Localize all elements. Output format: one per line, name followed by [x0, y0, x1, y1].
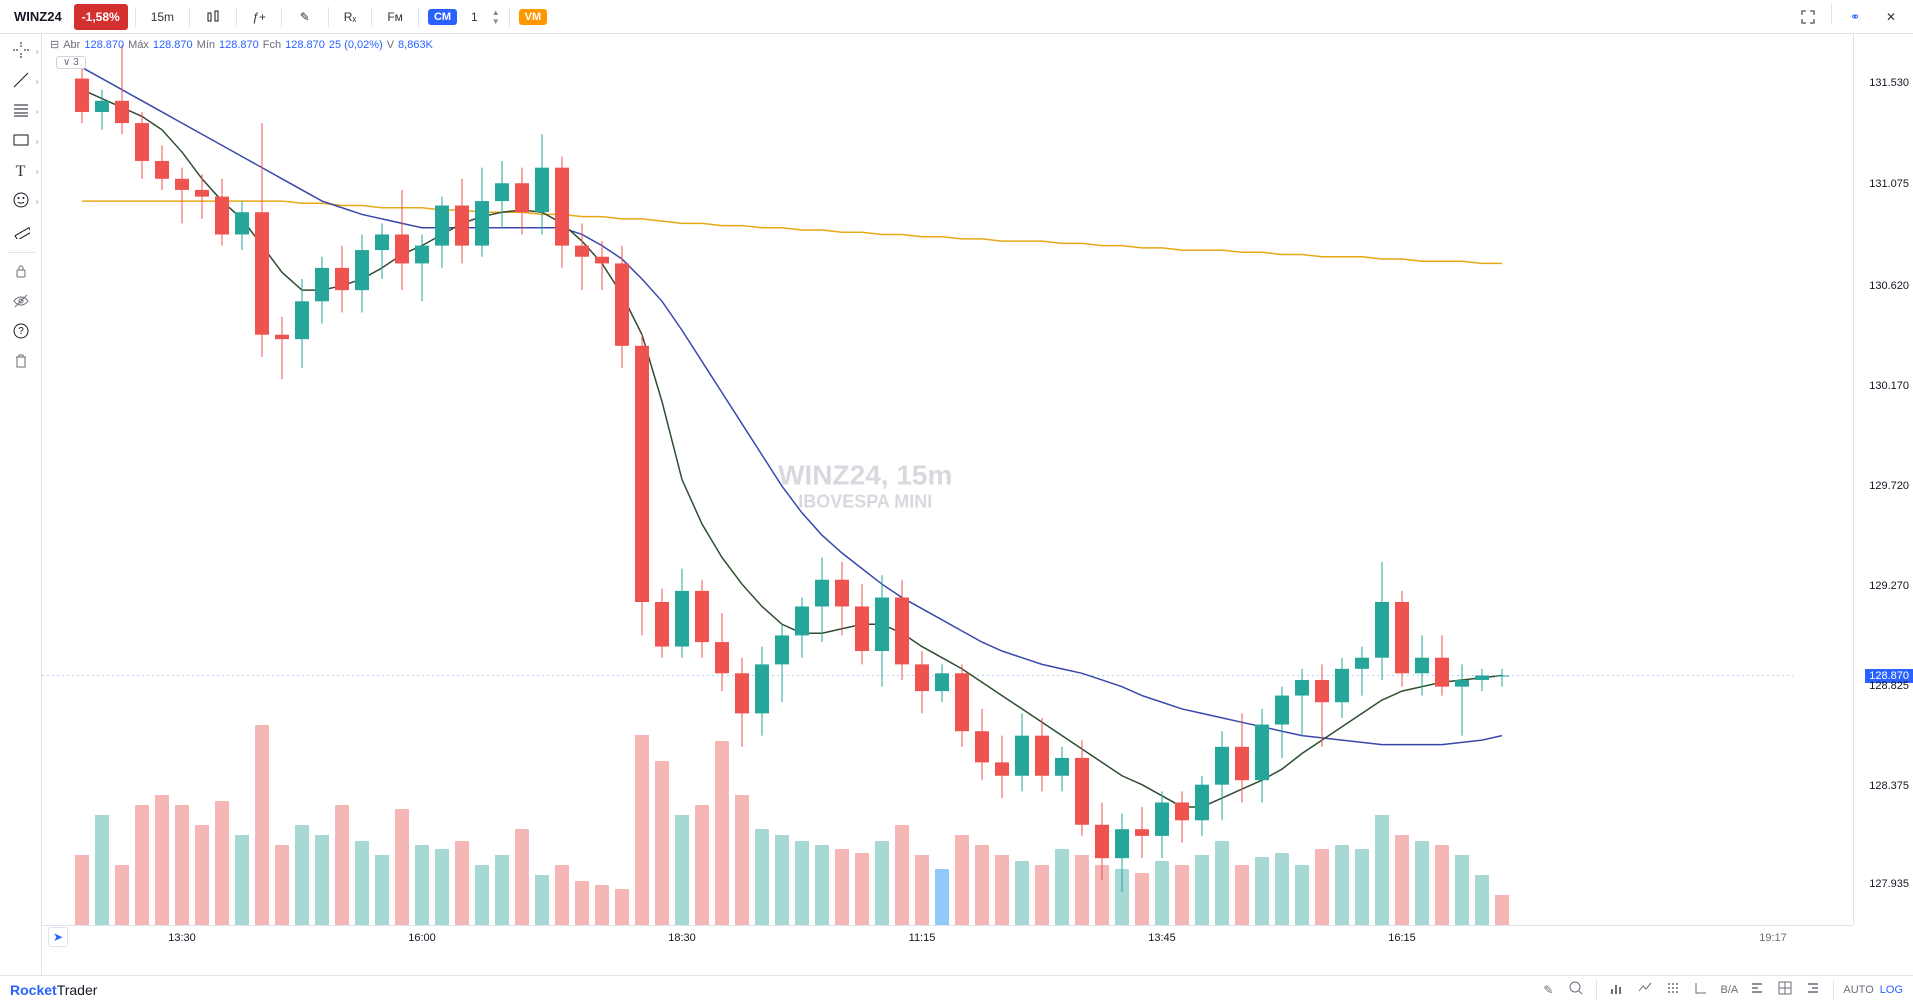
chevron-down-icon: ▼ — [492, 17, 500, 26]
cm-button[interactable]: CM — [426, 4, 459, 30]
svg-text:?: ? — [18, 326, 24, 337]
line-footer-button[interactable] — [1634, 979, 1656, 1001]
pct-change-badge: -1,58% — [74, 4, 128, 30]
cm-value[interactable]: 1 — [463, 4, 486, 30]
bottom-bar: RocketTrader ✎ B/A AUTO LOG — [0, 975, 1913, 1003]
help-tool[interactable]: ? — [3, 319, 39, 347]
link-button[interactable]: ⚭ — [1839, 4, 1871, 30]
fib-tool[interactable]: › — [3, 98, 39, 126]
trendline-icon — [12, 71, 30, 94]
lock-tool[interactable] — [3, 259, 39, 287]
pencil-icon: ✎ — [297, 9, 313, 25]
magnifier-icon — [1569, 981, 1583, 998]
trendline-tool[interactable]: › — [3, 68, 39, 96]
symbol-button[interactable]: WINZ24 — [6, 4, 70, 30]
chart-svg — [42, 34, 1853, 947]
help-icon: ? — [13, 323, 29, 344]
bars-icon — [1610, 981, 1624, 998]
top-toolbar: WINZ24 -1,58% 15m ƒ+ ✎ Rₓ Fᴍ CM 1 ▲▼ VM … — [0, 0, 1913, 34]
eye-off-icon — [13, 293, 29, 314]
collapse-icon[interactable]: ⊟ — [50, 38, 59, 51]
link-icon: ⚭ — [1847, 9, 1863, 25]
line-icon — [1638, 981, 1652, 998]
candlestick-icon — [205, 9, 221, 25]
align-left-button[interactable] — [1746, 979, 1768, 1001]
pencil-icon: ✎ — [1543, 983, 1553, 997]
auto-scale-button[interactable]: AUTO — [1843, 984, 1873, 996]
vm-button[interactable]: VM — [517, 4, 550, 30]
fullscreen-icon — [1800, 9, 1816, 25]
chart-area[interactable]: ⊟ Abr128.870 Máx128.870 Mín128.870 Fch12… — [42, 34, 1913, 975]
text-icon: T — [16, 163, 26, 181]
pencil-footer-button[interactable]: ✎ — [1537, 979, 1559, 1001]
zoom-footer-button[interactable] — [1565, 979, 1587, 1001]
close-icon: ✕ — [1883, 9, 1899, 25]
trash-icon — [14, 354, 28, 373]
edit-button[interactable]: ✎ — [289, 4, 321, 30]
smile-icon — [13, 192, 29, 213]
crosshair-tool[interactable]: › — [3, 38, 39, 66]
brand-logo: RocketTrader — [10, 982, 97, 998]
fullscreen-button[interactable] — [1792, 4, 1824, 30]
volume-footer-button[interactable] — [1606, 979, 1628, 1001]
time-axis[interactable]: 13:3016:0018:3011:1513:4516:1519:17 — [42, 925, 1853, 947]
chart-ohlc-header: ⊟ Abr128.870 Máx128.870 Mín128.870 Fch12… — [50, 38, 433, 51]
layout-icon — [1778, 981, 1792, 998]
hide-tool[interactable] — [3, 289, 39, 317]
close-button[interactable]: ✕ — [1875, 4, 1907, 30]
grid-footer-button[interactable] — [1662, 979, 1684, 1001]
goto-realtime-button[interactable]: ➤ — [48, 927, 68, 947]
lock-icon — [14, 264, 28, 283]
main-area: › › › › T› › ? ⊟ Abr128.870 Máx128.870 M… — [0, 34, 1913, 975]
rectangle-icon — [12, 131, 30, 154]
crosshair-icon — [12, 41, 30, 64]
shape-tool[interactable]: › — [3, 128, 39, 156]
left-toolbar: › › › › T› › ? — [0, 34, 42, 975]
emoji-tool[interactable]: › — [3, 188, 39, 216]
stepper-buttons[interactable]: ▲▼ — [490, 4, 502, 30]
indicator-count-badge[interactable]: ∨ 3 — [56, 56, 86, 69]
layout-footer-button[interactable] — [1774, 979, 1796, 1001]
trash-tool[interactable] — [3, 349, 39, 377]
align-left-icon — [1750, 981, 1764, 998]
text-tool[interactable]: T› — [3, 158, 39, 186]
interval-button[interactable]: 15m — [143, 4, 182, 30]
log-scale-button[interactable]: LOG — [1880, 984, 1903, 996]
ruler-tool[interactable] — [3, 218, 39, 246]
chevron-up-icon: ▲ — [492, 8, 500, 17]
fm-button[interactable]: Fᴍ — [379, 4, 411, 30]
rx-button[interactable]: Rₓ — [336, 4, 365, 30]
grid-icon — [1666, 981, 1680, 998]
align-right-icon — [1806, 981, 1820, 998]
axis-icon — [1694, 981, 1708, 998]
indicators-button[interactable]: ƒ+ — [244, 4, 274, 30]
ruler-icon — [12, 221, 30, 244]
fib-icon — [12, 101, 30, 124]
arrow-icon: ➤ — [53, 930, 63, 944]
align-right-button[interactable] — [1802, 979, 1824, 1001]
axis-footer-button[interactable] — [1690, 979, 1712, 1001]
candlestick-style-button[interactable] — [197, 4, 229, 30]
price-axis[interactable]: 131.530131.075130.620130.170129.720129.2… — [1853, 34, 1913, 925]
ba-footer-button[interactable]: B/A — [1718, 979, 1740, 1001]
